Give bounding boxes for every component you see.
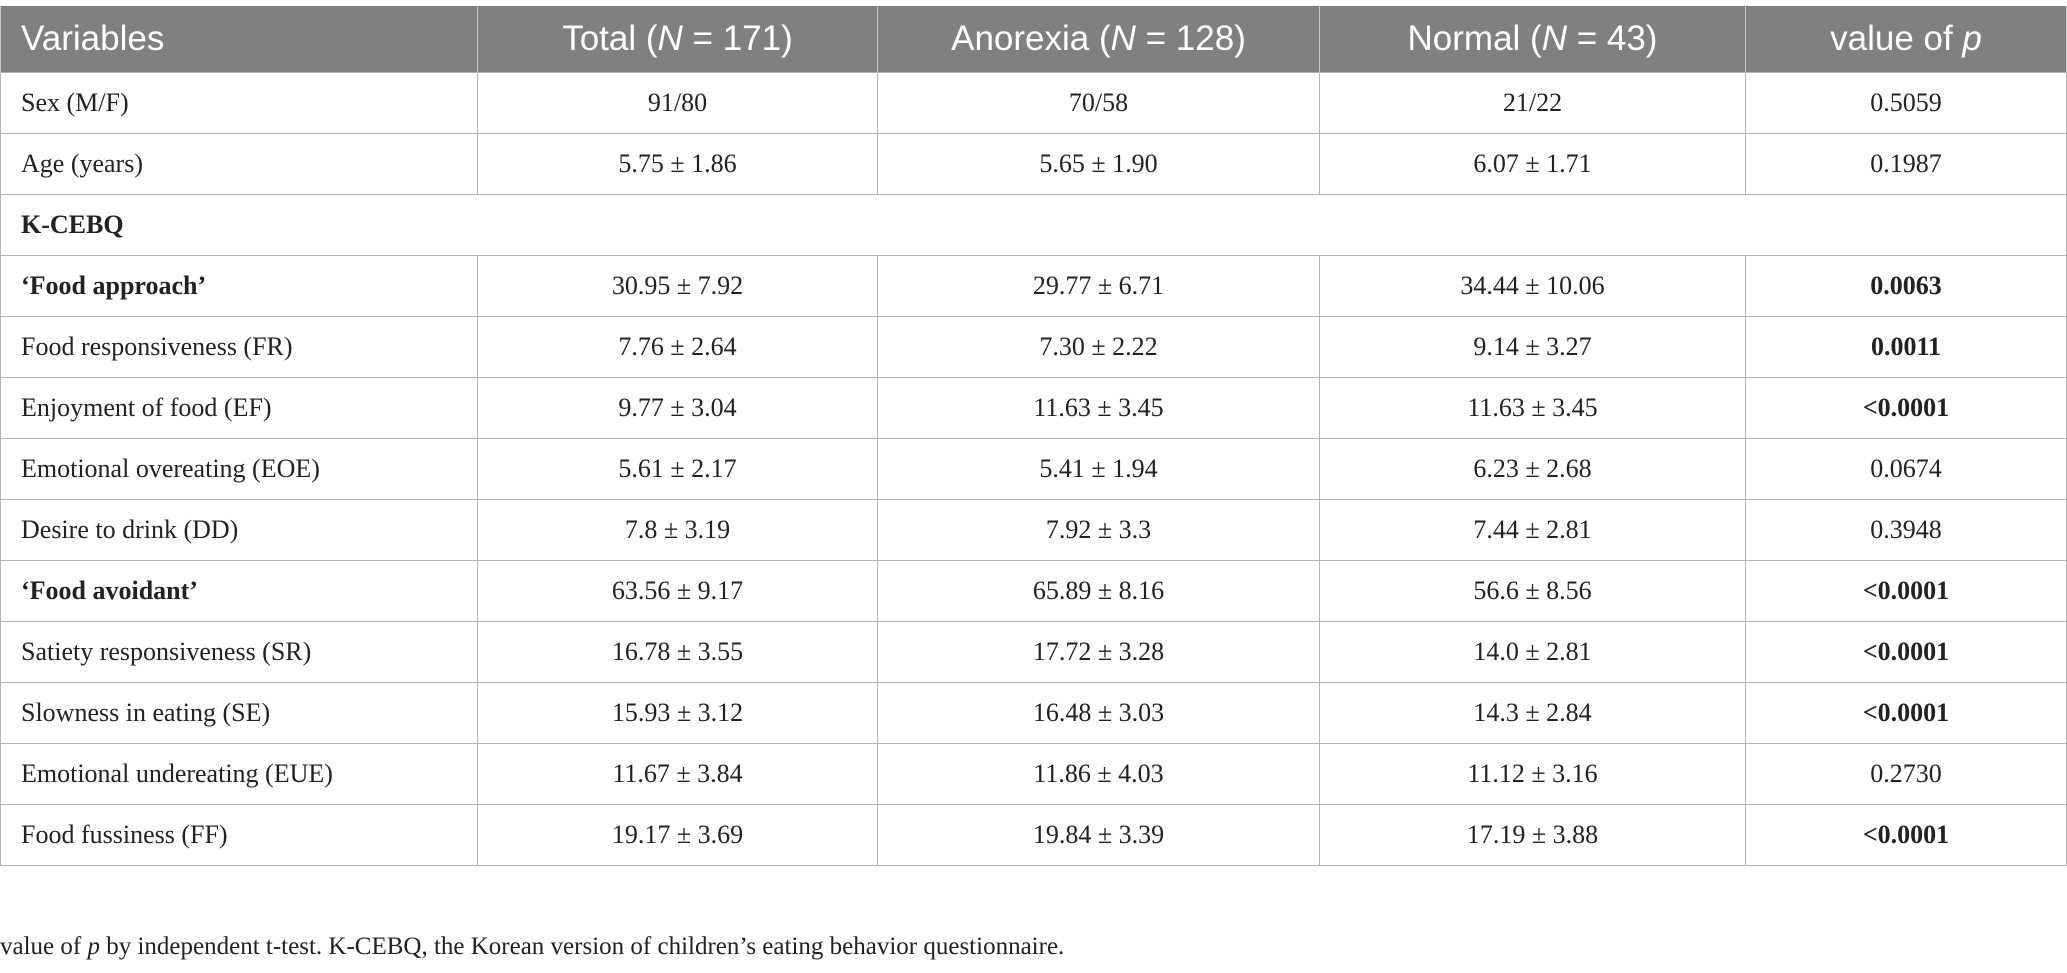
table-row: ‘Food avoidant’ 63.56 ± 9.17 65.89 ± 8.16 5… (0, 560, 2067, 622)
anorexia-cell: 19.84 ± 3.39 (877, 804, 1320, 866)
variable-cell: Desire to drink (DD) (0, 499, 478, 561)
normal-cell: 9.14 ± 3.27 (1319, 316, 1746, 378)
anorexia-cell: 70/58 (877, 72, 1320, 134)
header-variables: Variables (0, 6, 478, 73)
table-row: Emotional undereating (EUE) 11.67 ± 3.84 1… (0, 743, 2067, 805)
p-value-cell: <0.0001 (1745, 804, 2067, 866)
normal-cell: 6.23 ± 2.68 (1319, 438, 1746, 500)
anorexia-cell: 16.48 ± 3.03 (877, 682, 1320, 744)
anorexia-cell: 7.30 ± 2.22 (877, 316, 1320, 378)
anorexia-cell: 29.77 ± 6.71 (877, 255, 1320, 317)
p-value-cell: 0.0674 (1745, 438, 2067, 500)
anorexia-cell: 5.41 ± 1.94 (877, 438, 1320, 500)
p-value-cell: <0.0001 (1745, 377, 2067, 439)
anorexia-cell: 7.92 ± 3.3 (877, 499, 1320, 561)
total-cell: 7.8 ± 3.19 (477, 499, 878, 561)
total-cell: 9.77 ± 3.04 (477, 377, 878, 439)
p-value-cell: <0.0001 (1745, 682, 2067, 744)
table-row: Enjoyment of food (EF) 9.77 ± 3.04 11.63 ±… (0, 377, 2067, 439)
table-body: Sex (M/F) 91/80 70/58 21/22 0.5059 Age (years… (0, 72, 2067, 866)
table-row: Age (years) 5.75 ± 1.86 5.65 ± 1.90 6.07 ± … (0, 133, 2067, 195)
header-normal: Normal (N = 43) (1319, 6, 1746, 73)
p-value-cell: 0.0063 (1745, 255, 2067, 317)
variable-cell: Food fussiness (FF) (0, 804, 478, 866)
p-value-cell: 0.3948 (1745, 499, 2067, 561)
table-row: Slowness in eating (SE) 15.93 ± 3.12 16.48… (0, 682, 2067, 744)
total-cell: 7.76 ± 2.64 (477, 316, 878, 378)
table-row: Emotional overeating (EOE) 5.61 ± 2.17 5.4… (0, 438, 2067, 500)
variable-cell: Enjoyment of food (EF) (0, 377, 478, 439)
total-cell: 15.93 ± 3.12 (477, 682, 878, 744)
results-table: Variables Total (N = 171) Anorexia (N = … (0, 6, 2067, 866)
anorexia-cell: 11.86 ± 4.03 (877, 743, 1320, 805)
p-value-cell: 0.5059 (1745, 72, 2067, 134)
normal-cell: 17.19 ± 3.88 (1319, 804, 1746, 866)
header-anorexia: Anorexia (N = 128) (877, 6, 1320, 73)
header-p-value: value of p (1745, 6, 2067, 73)
normal-cell: 11.63 ± 3.45 (1319, 377, 1746, 439)
variable-cell: Emotional undereating (EUE) (0, 743, 478, 805)
normal-cell: 7.44 ± 2.81 (1319, 499, 1746, 561)
table-row: Food responsiveness (FR) 7.76 ± 2.64 7.30 … (0, 316, 2067, 378)
header-row: Variables Total (N = 171) Anorexia (N = … (0, 6, 2067, 73)
normal-cell: 14.3 ± 2.84 (1319, 682, 1746, 744)
table-row: Sex (M/F) 91/80 70/58 21/22 0.5059 (0, 72, 2067, 134)
total-cell: 11.67 ± 3.84 (477, 743, 878, 805)
variable-cell: Slowness in eating (SE) (0, 682, 478, 744)
p-value-cell: <0.0001 (1745, 621, 2067, 683)
variable-cell: ‘Food avoidant’ (0, 560, 478, 622)
anorexia-cell: 11.63 ± 3.45 (877, 377, 1320, 439)
section-label: K-CEBQ (0, 194, 2067, 256)
total-cell: 16.78 ± 3.55 (477, 621, 878, 683)
p-value-cell: 0.1987 (1745, 133, 2067, 195)
header-total: Total (N = 171) (477, 6, 878, 73)
table-row: Desire to drink (DD) 7.8 ± 3.19 7.92 ± 3.3… (0, 499, 2067, 561)
variable-cell: Satiety responsiveness (SR) (0, 621, 478, 683)
table-row: ‘Food approach’ 30.95 ± 7.92 29.77 ± 6.71 3… (0, 255, 2067, 317)
total-cell: 5.61 ± 2.17 (477, 438, 878, 500)
normal-cell: 11.12 ± 3.16 (1319, 743, 1746, 805)
variable-cell: Sex (M/F) (0, 72, 478, 134)
table-row: Satiety responsiveness (SR) 16.78 ± 3.55 1… (0, 621, 2067, 683)
anorexia-cell: 17.72 ± 3.28 (877, 621, 1320, 683)
table-footnote: value of p by independent t-test. K-CEBQ… (0, 933, 1065, 960)
anorexia-cell: 5.65 ± 1.90 (877, 133, 1320, 195)
variable-cell: Emotional overeating (EOE) (0, 438, 478, 500)
normal-cell: 14.0 ± 2.81 (1319, 621, 1746, 683)
variable-cell: Food responsiveness (FR) (0, 316, 478, 378)
p-value-cell: 0.2730 (1745, 743, 2067, 805)
p-value-cell: 0.0011 (1745, 316, 2067, 378)
p-value-cell: <0.0001 (1745, 560, 2067, 622)
normal-cell: 34.44 ± 10.06 (1319, 255, 1746, 317)
total-cell: 19.17 ± 3.69 (477, 804, 878, 866)
variable-cell: Age (years) (0, 133, 478, 195)
variable-cell: ‘Food approach’ (0, 255, 478, 317)
normal-cell: 6.07 ± 1.71 (1319, 133, 1746, 195)
total-cell: 30.95 ± 7.92 (477, 255, 878, 317)
total-cell: 5.75 ± 1.86 (477, 133, 878, 195)
total-cell: 63.56 ± 9.17 (477, 560, 878, 622)
normal-cell: 21/22 (1319, 72, 1746, 134)
anorexia-cell: 65.89 ± 8.16 (877, 560, 1320, 622)
data-table-container: Variables Total (N = 171) Anorexia (N = … (0, 6, 2067, 866)
table-row: Food fussiness (FF) 19.17 ± 3.69 19.84 ± 3… (0, 804, 2067, 866)
normal-cell: 56.6 ± 8.56 (1319, 560, 1746, 622)
section-row: K-CEBQ (0, 194, 2067, 256)
total-cell: 91/80 (477, 72, 878, 134)
